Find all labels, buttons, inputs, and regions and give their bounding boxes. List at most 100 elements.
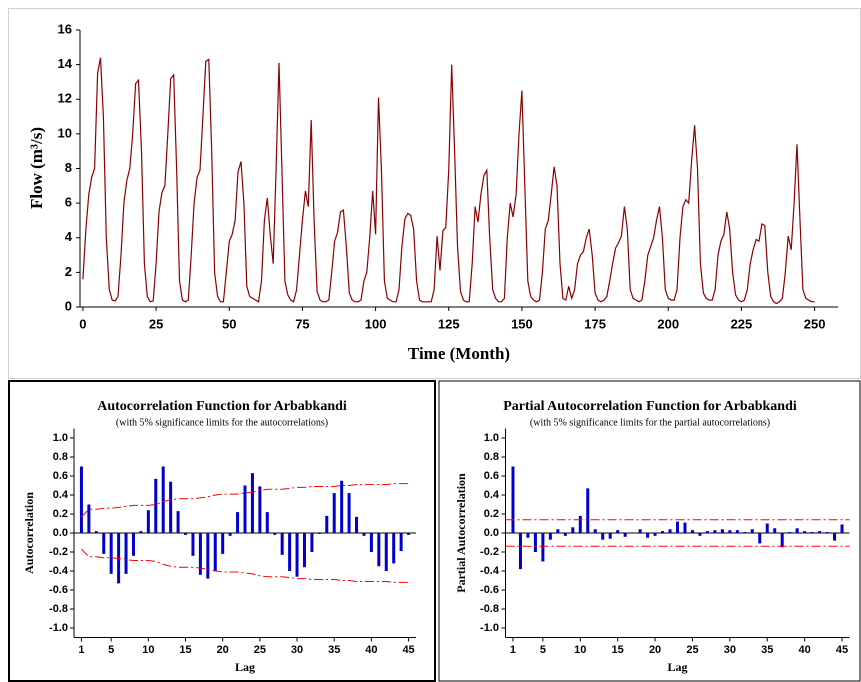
bar — [258, 486, 262, 533]
bar — [676, 521, 679, 533]
bar — [720, 529, 724, 533]
bar — [273, 533, 277, 535]
bar — [295, 533, 299, 577]
x-tick-label: 225 — [731, 316, 753, 331]
chart-title: Partial Autocorrelation Function for Arb… — [503, 399, 797, 414]
bar — [638, 529, 642, 533]
bar — [124, 533, 128, 574]
bar — [795, 528, 799, 533]
flow-line — [82, 57, 815, 305]
pacf-panel — [438, 380, 861, 682]
y-tick-label: 6 — [65, 195, 72, 210]
bar — [154, 478, 158, 533]
bar — [653, 533, 657, 536]
bar — [302, 533, 306, 568]
x-tick-label: 20 — [649, 644, 661, 656]
chart-title: Autocorrelation Function for Arbabkandi — [97, 399, 347, 414]
bar — [780, 533, 784, 548]
bar — [310, 533, 314, 552]
x-tick-label: 15 — [612, 644, 624, 656]
y-tick-label: -0.6 — [480, 584, 499, 596]
x-tick-label: 45 — [836, 644, 848, 656]
bar — [646, 533, 650, 538]
y-tick-label: 0.0 — [484, 527, 499, 539]
x-tick-label: 175 — [584, 316, 606, 331]
x-tick-label: 25 — [149, 316, 163, 331]
x-tick-label: 20 — [217, 644, 229, 656]
x-tick-label: 40 — [799, 644, 811, 656]
bar — [191, 533, 195, 556]
bar — [79, 466, 83, 533]
y-tick-label: 0.2 — [53, 508, 68, 520]
y-tick-label: -0.2 — [49, 546, 68, 558]
bar — [131, 533, 135, 556]
x-tick-label: 5 — [108, 644, 114, 656]
acf-panel — [8, 380, 436, 682]
y-tick-label: -1.0 — [49, 622, 68, 634]
y-tick-label: 0.2 — [484, 508, 499, 520]
y-tick-label: 8 — [65, 160, 72, 175]
bar — [176, 511, 180, 533]
bar — [758, 533, 762, 544]
x-tick-label: 200 — [657, 316, 679, 331]
bar — [139, 531, 143, 533]
bar — [94, 531, 98, 533]
y-tick-label: -0.8 — [480, 603, 499, 615]
y-tick-label: 0.6 — [53, 470, 68, 482]
bar — [184, 533, 188, 535]
bar — [698, 533, 702, 536]
bar — [87, 504, 91, 533]
bar — [541, 533, 545, 562]
bar — [586, 488, 590, 533]
bar — [362, 533, 366, 536]
bar — [556, 529, 560, 533]
bar — [228, 533, 232, 536]
bar — [728, 530, 732, 533]
bar — [280, 533, 284, 555]
bar — [548, 533, 552, 540]
x-tick-label: 25 — [686, 644, 698, 656]
y-axis-label: Autocorrelation — [22, 492, 36, 574]
bar — [325, 515, 329, 533]
y-tick-label: 0.6 — [484, 470, 499, 482]
bar — [392, 533, 396, 564]
bar — [810, 532, 814, 533]
bar — [668, 529, 672, 533]
bar — [593, 529, 597, 533]
y-tick-label: 0.4 — [53, 489, 69, 501]
bar — [288, 533, 292, 571]
bar — [773, 528, 777, 533]
y-axis-label: Flow (m³/s) — [27, 127, 46, 209]
bar — [690, 530, 694, 533]
x-tick-label: 0 — [79, 316, 86, 331]
y-tick-label: 16 — [58, 21, 72, 36]
y-tick-label: -1.0 — [480, 622, 499, 634]
x-tick-label: 50 — [222, 316, 236, 331]
bar — [840, 524, 844, 533]
y-tick-label: 0.4 — [484, 489, 500, 501]
bar — [347, 493, 351, 533]
bar — [109, 533, 113, 574]
y-tick-label: -0.4 — [480, 565, 500, 577]
bar — [206, 533, 210, 579]
y-tick-label: 0.8 — [53, 451, 68, 463]
bar — [705, 531, 709, 533]
x-tick-label: 25 — [254, 644, 266, 656]
bar — [250, 473, 254, 533]
bar — [608, 533, 612, 539]
bar — [563, 533, 567, 536]
bar — [743, 532, 747, 533]
y-tick-label: -0.2 — [480, 546, 499, 558]
chart-subtitle: (with 5% significance limits for the par… — [530, 417, 770, 428]
x-axis-label: Time (Month) — [408, 344, 510, 363]
y-tick-label: 10 — [58, 125, 72, 140]
x-tick-label: 100 — [365, 316, 387, 331]
y-tick-label: 2 — [65, 264, 72, 279]
bar — [765, 523, 769, 533]
bar — [825, 532, 829, 533]
y-tick-label: 0.0 — [53, 527, 68, 539]
bar — [407, 533, 411, 535]
bar — [750, 529, 754, 533]
y-tick-label: 4 — [65, 229, 73, 244]
bar — [369, 533, 373, 552]
